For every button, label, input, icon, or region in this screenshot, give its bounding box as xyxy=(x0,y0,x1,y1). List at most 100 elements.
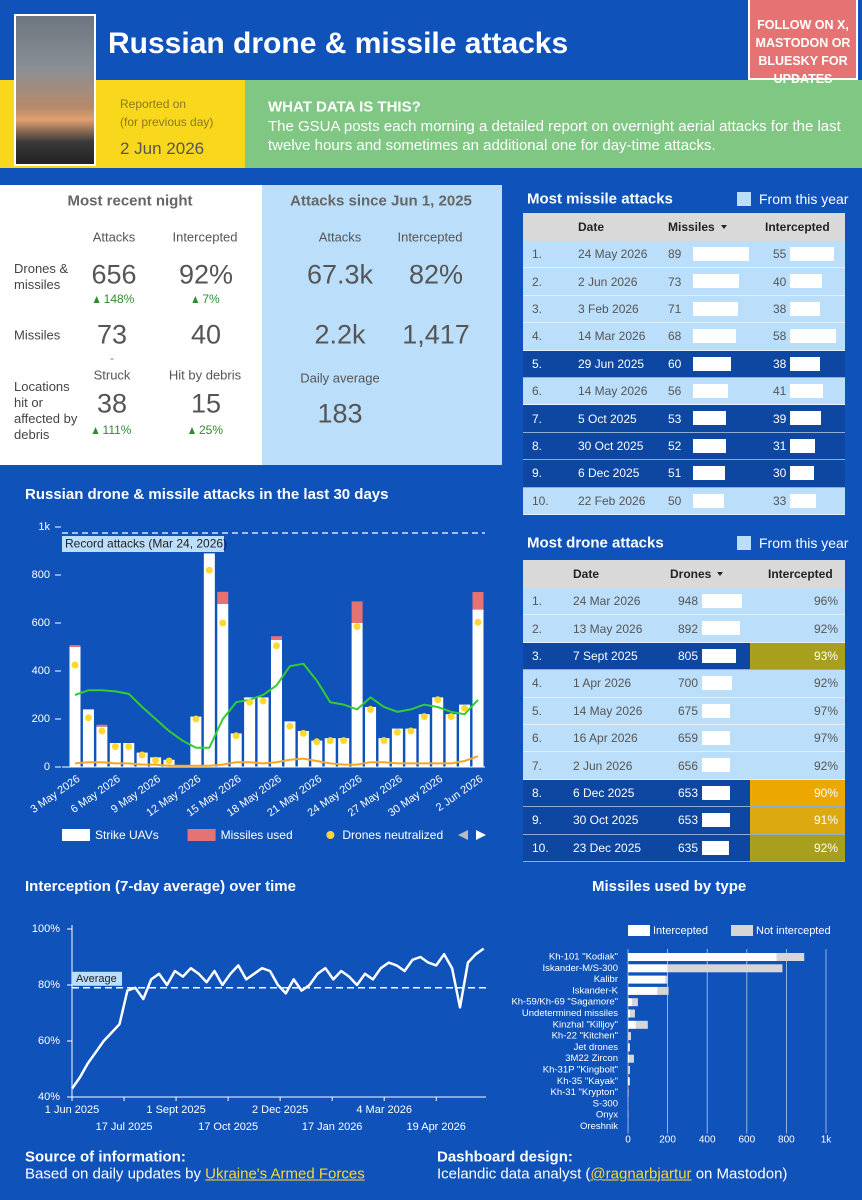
table-cell: 7. xyxy=(532,758,543,773)
table-cell: 50 xyxy=(668,493,682,508)
table-cell: 92% xyxy=(813,676,838,691)
y-tick-label: Kh-22 "Kitchen" xyxy=(552,1031,618,1042)
y-tick-label: 40% xyxy=(38,1091,60,1103)
bar-segment xyxy=(628,1077,630,1086)
y-tick-label: 400 xyxy=(32,665,50,677)
bar-segment xyxy=(445,714,457,767)
table-cell: 9. xyxy=(532,466,543,481)
table-row: 6. 14 May 2026 56 41 xyxy=(523,377,845,406)
dot xyxy=(259,697,267,705)
design-suffix: on Mastodon) xyxy=(691,1165,788,1183)
page-prev[interactable] xyxy=(458,830,468,840)
table-bar xyxy=(693,383,729,398)
col-header: Intercepted xyxy=(172,229,238,245)
dot xyxy=(71,661,79,669)
x-tick-label: 4 Mar 2026 xyxy=(356,1104,412,1116)
bar-segment xyxy=(628,1066,630,1074)
dot xyxy=(461,704,469,712)
x-tick-label: 1 Sept 2025 xyxy=(146,1104,205,1116)
col-header: Attacks xyxy=(92,229,136,245)
highlight-cell xyxy=(750,779,845,807)
x-tick-label: 0 xyxy=(625,1135,631,1146)
table-cell: 60 xyxy=(668,356,682,371)
table-cell: 89 xyxy=(668,247,682,262)
page-next[interactable] xyxy=(476,830,486,840)
x-tick-label: 600 xyxy=(738,1135,755,1146)
table-cell: 656 xyxy=(678,758,699,773)
dot xyxy=(84,714,92,722)
y-tick-label: 800 xyxy=(32,569,50,581)
table-title: Most drone attacks xyxy=(527,534,664,552)
table-cell: 93% xyxy=(813,648,838,663)
table-bar xyxy=(693,356,731,371)
column-header: Drones xyxy=(670,567,724,581)
what-text: The GSUA posts each morning a detailed r… xyxy=(268,118,841,154)
table-bar xyxy=(790,411,821,426)
design-link[interactable]: @ragnarbjartur xyxy=(590,1165,692,1183)
follow-box[interactable]: FOLLOW ON X, MASTODON OR BLUESKY FOR UPD… xyxy=(748,0,858,86)
table-cell: 2 Jun 2026 xyxy=(573,758,633,773)
bar-segment xyxy=(472,609,484,767)
design-text: Icelandic data analyst (@ragnarbjartur o… xyxy=(437,1166,787,1183)
table-bar xyxy=(693,411,727,426)
table-cell: 91% xyxy=(813,813,838,828)
table-cell: 892 xyxy=(678,621,699,636)
table-cell: 4. xyxy=(532,676,543,691)
x-tick-label: 17 Jul 2025 xyxy=(96,1121,153,1133)
y-tick-label: 80% xyxy=(38,979,60,991)
table-cell: 5. xyxy=(532,356,543,371)
bar-segment xyxy=(324,738,336,767)
table-cell: 14 May 2026 xyxy=(573,703,643,718)
change: 111% xyxy=(93,423,132,437)
dot xyxy=(367,705,375,713)
bar-segment xyxy=(136,752,148,767)
dot xyxy=(205,566,213,574)
chart-title: Missiles used by type xyxy=(592,878,746,895)
bar-segment xyxy=(628,998,632,1007)
table-row: 1. 24 Mar 2026 948 96% xyxy=(523,588,845,616)
table-bar xyxy=(702,785,730,800)
table-cell: 5 Oct 2025 xyxy=(578,411,637,426)
legend-label: Drones neutralized xyxy=(342,828,443,842)
table-cell: 55 xyxy=(773,247,787,262)
bar-segment xyxy=(405,728,417,767)
table-bar xyxy=(790,438,815,453)
sort-icon[interactable] xyxy=(720,225,727,229)
sort-icon[interactable] xyxy=(717,572,724,576)
legend-label: From this year xyxy=(759,191,849,207)
table-row: 4. 1 Apr 2026 700 92% xyxy=(523,670,845,698)
what-title: WHAT DATA IS THIS? xyxy=(268,98,421,116)
table-bar xyxy=(790,301,821,316)
chart-title: Interception (7-day average) over time xyxy=(25,878,296,895)
dot xyxy=(326,737,334,745)
source-link[interactable]: Ukraine's Armed Forces xyxy=(205,1165,365,1183)
table-row: 1. 24 May 2026 89 55 xyxy=(523,241,845,269)
column-header: Date xyxy=(573,567,600,581)
x-tick-label: 17 Oct 2025 xyxy=(198,1121,258,1133)
col-header: Hit by debris xyxy=(168,367,242,383)
bar-segment xyxy=(96,724,108,727)
table-cell: 6. xyxy=(532,731,543,746)
legend-marker xyxy=(326,831,335,839)
info-box xyxy=(245,80,862,168)
bar-segment xyxy=(123,743,135,767)
table-row: 10. 22 Feb 2026 50 33 xyxy=(523,487,845,515)
table-cell: 53 xyxy=(668,411,682,426)
bar-segment xyxy=(667,964,783,973)
dot xyxy=(434,696,442,704)
value: 38 xyxy=(96,388,128,419)
bar-segment xyxy=(203,553,215,767)
table-row: 10. 23 Dec 2025 635 92% xyxy=(523,834,845,862)
change: 7% xyxy=(192,292,219,306)
table-cell: 56 xyxy=(668,384,682,399)
x-tick-label: 400 xyxy=(699,1135,716,1146)
dot xyxy=(380,737,388,745)
table-cell: 58 xyxy=(773,329,787,344)
bar-segment xyxy=(69,645,81,647)
y-tick-label: Oreshnik xyxy=(580,1121,618,1132)
table-cell: 3. xyxy=(532,301,543,316)
y-tick-label: 100% xyxy=(32,923,60,935)
y-tick-label: Kh-35 "Kayak" xyxy=(557,1076,618,1087)
dot xyxy=(219,619,227,627)
table-cell: 8. xyxy=(532,438,543,453)
